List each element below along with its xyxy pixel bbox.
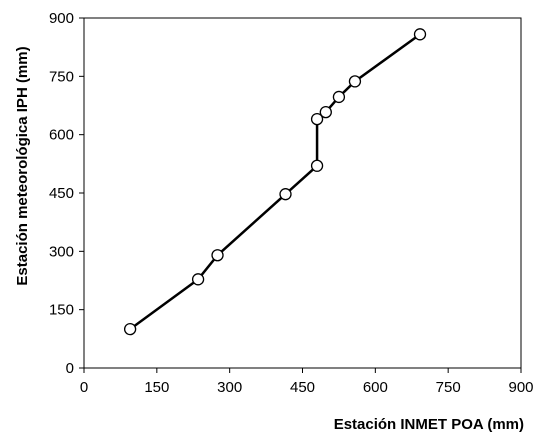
data-point <box>319 105 332 119</box>
data-point <box>123 322 137 336</box>
y-tick-label: 600 <box>49 127 74 144</box>
x-axis-title: Estación INMET POA (mm) <box>334 416 524 433</box>
x-tick-label: 900 <box>508 379 533 396</box>
x-tick-label: 300 <box>217 379 242 396</box>
series-layer <box>123 28 427 336</box>
data-point <box>191 273 205 286</box>
x-tick-label: 0 <box>80 379 88 396</box>
y-tick-label: 900 <box>49 10 74 27</box>
series-line <box>129 33 421 331</box>
y-tick-label: 450 <box>49 185 74 202</box>
x-axis: 0 150 300 450 600 750 900 <box>80 368 534 396</box>
x-tick-label: 600 <box>363 379 388 396</box>
y-axis: 0 150 300 450 600 750 900 <box>49 10 84 377</box>
data-point <box>413 28 427 41</box>
data-point <box>211 249 224 262</box>
data-point <box>310 159 324 172</box>
x-tick-label: 450 <box>290 379 315 396</box>
x-tick-label: 750 <box>436 379 461 396</box>
data-point <box>332 90 346 104</box>
y-axis-title: Estación meteorológica IPH (mm) <box>14 46 31 285</box>
data-point <box>279 188 292 201</box>
y-tick-label: 300 <box>49 243 74 260</box>
data-point <box>348 75 362 88</box>
y-tick-label: 750 <box>49 68 74 85</box>
y-tick-label: 150 <box>49 302 74 319</box>
y-tick-label: 0 <box>66 360 74 377</box>
data-point <box>310 112 324 126</box>
x-tick-label: 150 <box>144 379 169 396</box>
